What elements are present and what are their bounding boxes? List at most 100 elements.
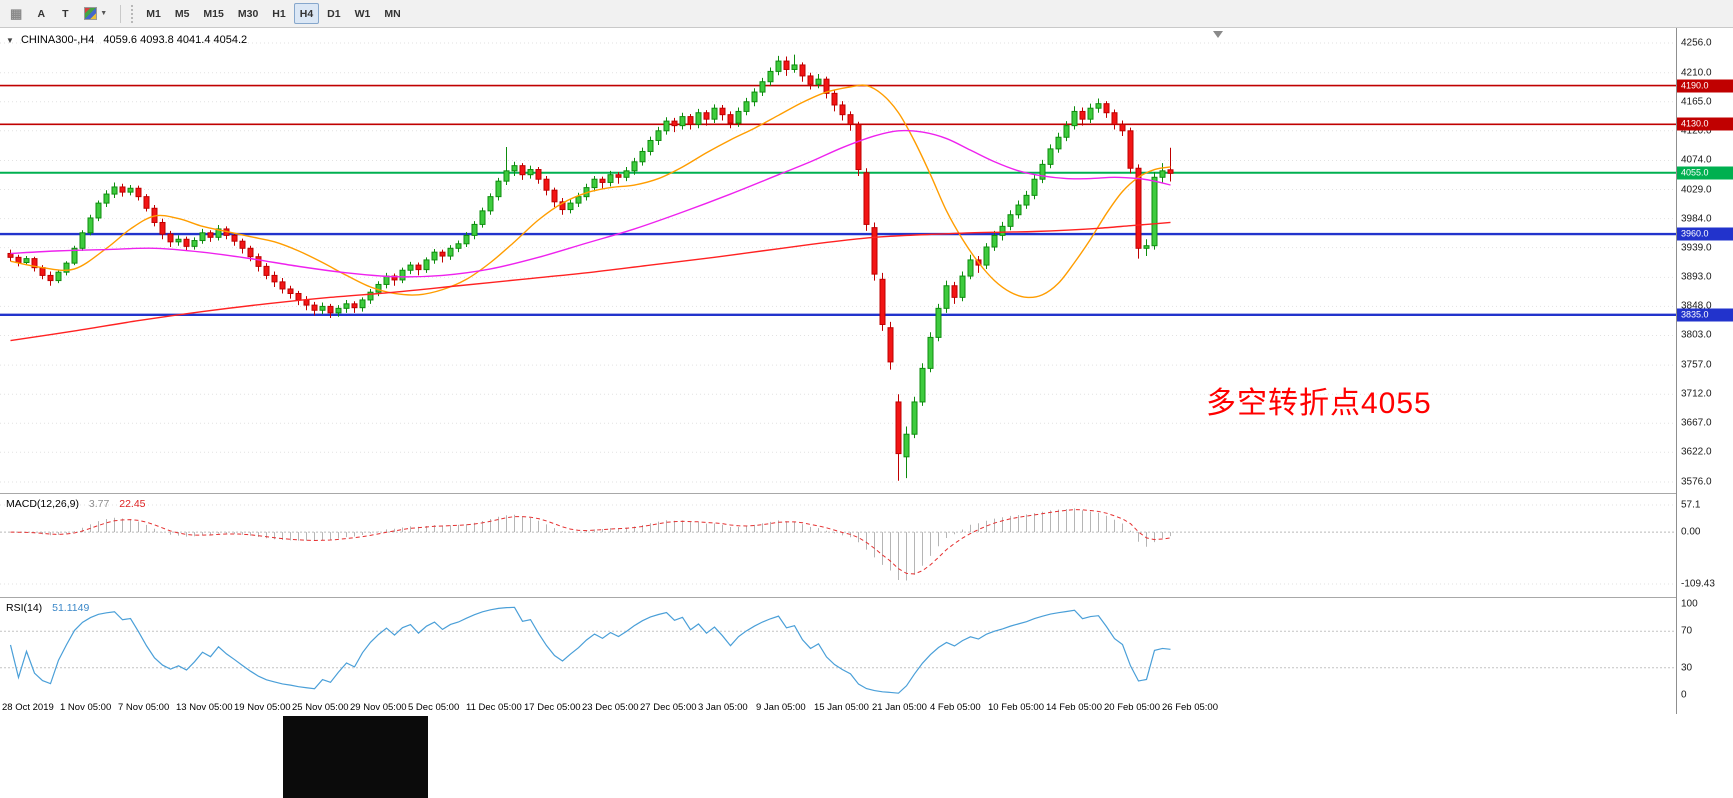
time-tick-label: 28 Oct 2019 [2, 702, 54, 713]
candle-body [879, 278, 886, 325]
candle-body [823, 78, 830, 94]
candle-body [919, 367, 926, 403]
timeframe-button-m30[interactable]: M30 [237, 7, 259, 20]
chart-shift-marker[interactable] [1213, 31, 1223, 38]
candle-body [15, 256, 22, 264]
toolbar-drag-handle[interactable] [131, 4, 135, 23]
toolbar-grid-button[interactable]: ▦ [4, 3, 28, 24]
price-tick-label: 4256.0 [1681, 37, 1712, 49]
candle-body [855, 123, 862, 171]
candle-body [423, 259, 430, 271]
macd-scale-label: 0.00 [1681, 526, 1701, 538]
candle-body [687, 116, 694, 125]
candle-body [831, 92, 838, 106]
pane-separator[interactable] [0, 597, 1733, 598]
pane-separator[interactable] [0, 493, 1733, 494]
candle-body [1143, 245, 1150, 249]
candle-body [143, 196, 150, 209]
toolbar-separator [120, 4, 122, 23]
timeframe-button-m15[interactable]: M15 [203, 7, 224, 20]
price-tick-label: 4074.0 [1681, 154, 1712, 166]
timeframe-button-mn[interactable]: MN [384, 7, 401, 20]
candle-body [959, 275, 966, 298]
price-level-badge-4055.0: 4055.0 [1677, 166, 1733, 180]
timeframe-button-m5[interactable]: M5 [174, 7, 190, 20]
candle-body [1111, 112, 1118, 125]
candle-body [55, 271, 62, 282]
candle-body [991, 234, 998, 248]
rsi-indicator-pane[interactable] [0, 598, 1676, 700]
time-axis[interactable]: 28 Oct 2019 1 Nov 05:00 7 Nov 05:00 13 Nov … [0, 700, 1676, 714]
background-window-fragment [283, 716, 428, 798]
candle-body [911, 401, 918, 435]
candle-body [839, 104, 846, 116]
candlestick-chart-pane[interactable] [0, 28, 1676, 493]
palette-icon [84, 7, 98, 20]
candle-body [439, 251, 446, 257]
candle-body [383, 275, 390, 285]
macd-indicator-pane[interactable] [0, 494, 1676, 597]
candle-body [799, 64, 806, 77]
collapse-arrow-icon[interactable]: ▼ [6, 36, 14, 45]
timeframe-button-h1[interactable]: H1 [272, 7, 286, 20]
candle-body [1127, 130, 1134, 169]
candle-body [951, 285, 958, 298]
candle-body [615, 174, 622, 178]
candle-body [343, 303, 350, 309]
timeframe-button-h4[interactable]: H4 [293, 3, 320, 24]
price-axis[interactable]: 4256.04210.04165.04120.04074.04029.03984… [1676, 28, 1733, 714]
colors-palette-button[interactable]: ▼ [78, 3, 113, 24]
candle-body [511, 165, 518, 172]
candle-body [215, 228, 222, 238]
time-tick-label: 19 Nov 05:00 [234, 702, 291, 713]
time-tick-label: 15 Jan 05:00 [814, 702, 869, 713]
time-tick-label: 1 Nov 05:00 [60, 702, 112, 713]
candle-body [303, 299, 310, 306]
candle-body [751, 91, 758, 103]
candle-body [527, 169, 534, 176]
price-tick-label: 3757.0 [1681, 359, 1712, 371]
candle-body [695, 112, 702, 125]
candle-body [1103, 103, 1110, 114]
price-tick-label: 3622.0 [1681, 446, 1712, 458]
ma-fast-orange [10, 84, 1171, 299]
macd-signal-line [10, 509, 1171, 575]
candle-body [463, 234, 470, 245]
candle-body [983, 246, 990, 266]
candle-body [263, 265, 270, 276]
candle-body [935, 307, 942, 338]
candle-body [767, 70, 774, 83]
time-tick-label: 14 Feb 05:00 [1046, 702, 1102, 713]
price-tick-label: 3667.0 [1681, 417, 1712, 429]
text-label-button[interactable]: T [62, 7, 69, 20]
timeframe-button-w1[interactable]: W1 [354, 7, 371, 20]
candle-body [1071, 110, 1078, 127]
candle-body [663, 120, 670, 132]
timeframe-button-m1[interactable]: M1 [146, 7, 161, 20]
candle-body [927, 336, 934, 369]
candle-body [271, 274, 278, 283]
time-tick-label: 7 Nov 05:00 [118, 702, 170, 713]
candle-body [863, 172, 870, 225]
candle-body [183, 238, 190, 247]
timeframe-button-d1[interactable]: D1 [327, 7, 341, 20]
price-tick-label: 3939.0 [1681, 242, 1712, 254]
price-level-badge-4190.0: 4190.0 [1677, 79, 1733, 93]
bottom-strip [0, 714, 1733, 798]
macd-scale-label: 57.1 [1681, 499, 1701, 511]
price-level-badge-3960.0: 3960.0 [1677, 227, 1733, 241]
price-tick-label: 3576.0 [1681, 476, 1712, 488]
candle-body [127, 187, 134, 193]
rsi-scale-label: 30 [1681, 662, 1693, 674]
candle-body [207, 232, 214, 238]
candle-body [295, 292, 302, 301]
rsi-value: 51.1149 [52, 602, 90, 614]
price-tick-label: 3848.0 [1681, 300, 1712, 312]
text-annotation-button[interactable]: A [37, 7, 46, 20]
time-tick-label: 3 Jan 05:00 [698, 702, 748, 713]
candle-body [791, 64, 798, 70]
candle-body [591, 178, 598, 189]
candle-body [319, 305, 326, 311]
ma-slow-red [10, 221, 1171, 342]
